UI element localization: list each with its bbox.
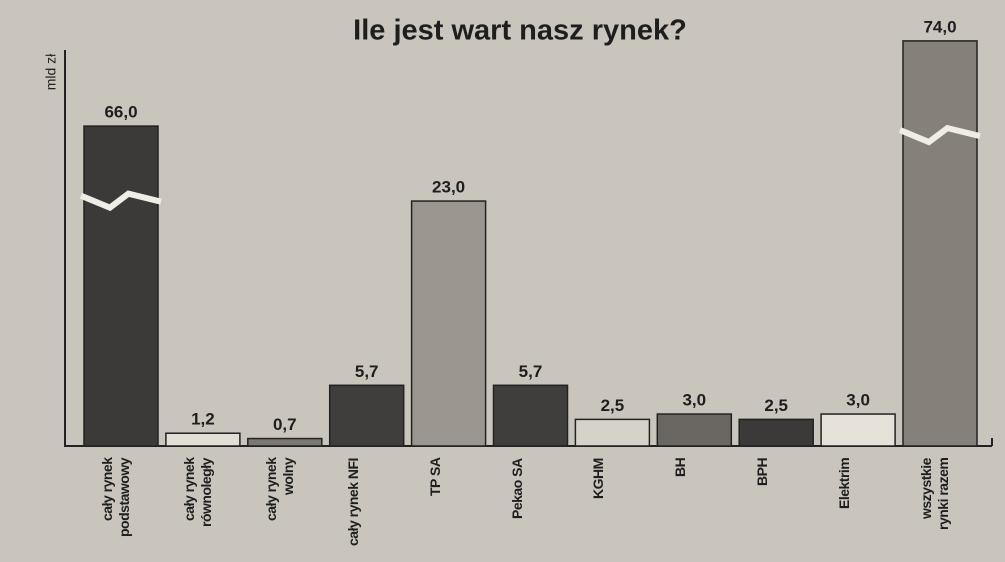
value-label: 2,5 [764,396,788,415]
value-label: 2,5 [601,396,625,415]
value-label: 3,0 [682,391,706,410]
bar [574,418,651,447]
x-tick-label: TP SA [426,458,443,497]
value-label: 3,0 [846,391,870,410]
bar [328,384,405,447]
x-tick-label: Elektrim [836,458,853,510]
x-tick-label: cały rynek wolny [262,458,296,522]
bar [83,125,159,447]
value-label: 1,2 [191,410,215,429]
x-tick-label: BH [672,458,689,478]
axis-break [79,190,162,212]
bar [820,413,896,447]
x-tick-label: BPH [754,458,771,487]
axis-break [898,124,981,146]
bar [247,437,323,447]
value-label: 5,7 [355,362,379,381]
x-tick-label: wszystkie rynki razem [918,458,951,531]
bar [902,40,978,447]
bar [492,384,569,447]
x-tick-label: Pekao SA [508,458,525,519]
bar [410,200,487,447]
value-label: 66,0 [104,103,137,122]
x-tick-label: cały rynek podstawowy [99,458,132,538]
x-tick-label: KGHM [590,458,607,499]
x-tick-label: cały rynek NFI [344,458,361,546]
bar [738,418,814,447]
value-label: 74,0 [923,17,956,36]
y-axis-label: mld zł [43,53,59,90]
bar [656,413,733,447]
value-label: 5,7 [519,362,543,381]
x-tick-label: cały rynek równoległy [180,458,214,527]
value-label: 0,7 [273,415,297,434]
bar [165,432,241,447]
chart-title: Ile jest wart nasz rynek? [353,15,687,47]
value-label: 23,0 [432,178,465,197]
